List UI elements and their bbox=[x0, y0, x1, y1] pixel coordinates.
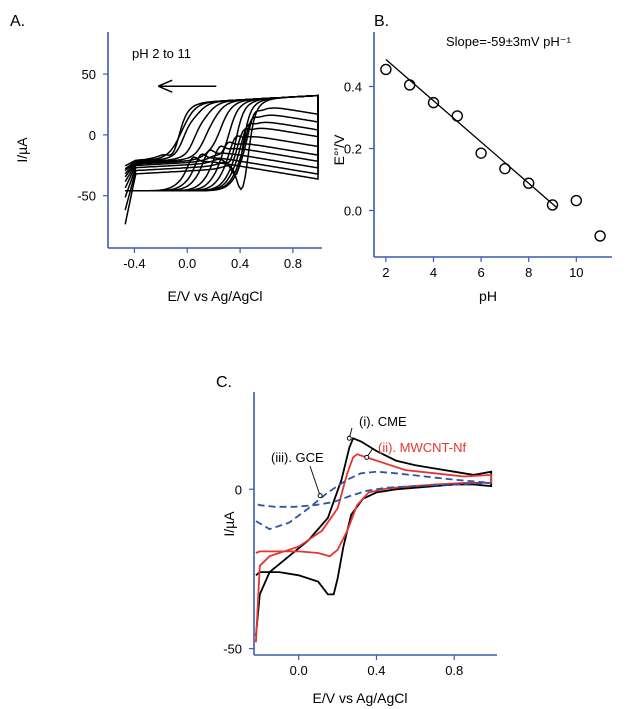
y-tick-label: 0 bbox=[235, 482, 242, 497]
cv-curve-mwcnt-nf bbox=[255, 453, 493, 643]
x-tick-label: 4 bbox=[430, 265, 437, 280]
series-label: (i). CME bbox=[359, 414, 407, 429]
panel-label-b: B. bbox=[374, 13, 389, 30]
x-tick-label: 0.4 bbox=[231, 256, 249, 271]
y-tick-label: 50 bbox=[82, 67, 96, 82]
callout-line bbox=[309, 465, 321, 496]
data-point bbox=[404, 79, 416, 91]
callout-dot bbox=[364, 454, 370, 460]
slope-annotation: Slope=-59±3mV pH⁻¹ bbox=[446, 34, 572, 49]
y-axis-title-c: I/µA bbox=[221, 511, 237, 537]
x-axis-title-a: E/V vs Ag/AgCl bbox=[168, 288, 263, 304]
data-point bbox=[451, 110, 463, 122]
panel-label-c: C. bbox=[216, 374, 232, 391]
x-tick-label: 0.0 bbox=[290, 663, 308, 678]
y-tick-label: -50 bbox=[223, 642, 242, 657]
callout-dot bbox=[317, 493, 323, 499]
cv-curve-ph-11 bbox=[124, 94, 319, 192]
x-tick-label: 2 bbox=[382, 265, 389, 280]
x-tick-label: 6 bbox=[477, 265, 484, 280]
panel-b: B. 2 4 6 8 10 0.0 0.2 0.4 pH E°'/V Slope=-59±3mV pH… bbox=[331, 13, 612, 304]
x-tick-label: 10 bbox=[569, 265, 583, 280]
cv-curve-gce bbox=[255, 470, 492, 531]
x-axis-title-c: E/V vs Ag/AgCl bbox=[313, 690, 408, 706]
panel-c: C. 0.0 0.4 0.8 -50 0 E/V vs Ag/AgCl I/µA (i). CM… bbox=[216, 374, 497, 706]
x-tick-label: 0.0 bbox=[178, 256, 196, 271]
ph-annotation: pH 2 to 11 bbox=[132, 46, 191, 61]
callout-dot bbox=[346, 435, 352, 441]
x-axis-title-b: pH bbox=[479, 288, 497, 304]
data-point bbox=[475, 147, 487, 159]
x-tick-label: 0.4 bbox=[367, 663, 385, 678]
fit-line bbox=[385, 59, 558, 209]
y-tick-label: -50 bbox=[77, 189, 96, 204]
y-tick-label: 0.4 bbox=[344, 80, 362, 95]
y-axis-title-a: I/µA bbox=[14, 137, 30, 163]
cv-curve-cme bbox=[255, 437, 493, 636]
data-point bbox=[499, 162, 511, 175]
data-point bbox=[570, 194, 582, 207]
series-label: (iii). GCE bbox=[271, 450, 324, 465]
x-tick-label: 0.8 bbox=[445, 663, 463, 678]
ph-arrow-head bbox=[157, 79, 173, 93]
data-point bbox=[380, 63, 392, 76]
x-tick-label: -0.4 bbox=[123, 256, 145, 271]
y-tick-label: 0.0 bbox=[344, 204, 362, 219]
y-tick-label: 0 bbox=[89, 128, 96, 143]
data-point bbox=[594, 230, 606, 242]
data-point bbox=[427, 96, 440, 109]
y-axis-title-b: E°'/V bbox=[331, 134, 347, 165]
panel-label-a: A. bbox=[10, 13, 25, 30]
x-tick-label: 8 bbox=[525, 265, 532, 280]
data-point bbox=[523, 177, 535, 189]
panel-a: A. -0.4 0.0 0.4 0.8 -50 0 50 E/V vs Ag/AgCl I/µA p… bbox=[10, 13, 322, 304]
series-label: (ii). MWCNT-Nf bbox=[378, 440, 466, 455]
x-tick-label: 0.8 bbox=[284, 256, 302, 271]
y-tick-label: 0.2 bbox=[344, 142, 362, 157]
data-point bbox=[546, 199, 559, 211]
